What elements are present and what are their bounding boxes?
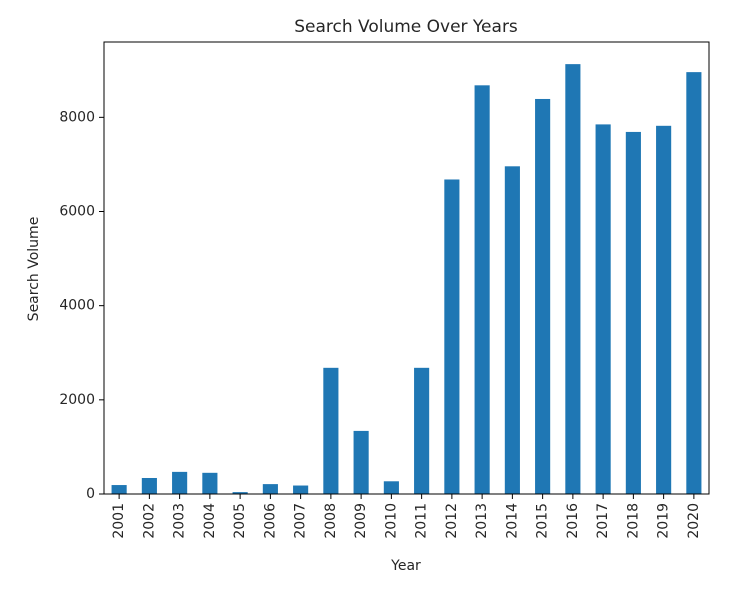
x-tick-label: 2011 (414, 503, 430, 539)
y-tick-label: 0 (86, 486, 95, 502)
x-tick-label: 2001 (111, 503, 127, 539)
bar-2018 (625, 131, 641, 494)
x-tick-label: 2017 (595, 503, 611, 539)
x-tick-label: 2015 (535, 503, 551, 539)
bar-2013 (474, 85, 490, 495)
x-tick-label: 2002 (141, 503, 157, 539)
x-tick-label: 2006 (262, 503, 278, 539)
y-tick-label: 2000 (59, 392, 95, 408)
plot-frame (103, 41, 710, 495)
y-axis-title: Search Volume (26, 217, 42, 322)
bar-2010 (383, 481, 399, 494)
x-tick-label: 2005 (232, 503, 248, 539)
x-tick-label: 2013 (474, 503, 490, 539)
x-axis-title: Year (390, 558, 421, 574)
bar-2005 (232, 492, 248, 494)
y-tick-label: 6000 (59, 204, 95, 220)
y-tick-label: 4000 (59, 298, 95, 314)
bar-series (111, 64, 702, 495)
x-tick-label: 2010 (383, 503, 399, 539)
bar-2003 (172, 471, 188, 494)
x-tick-label: 2009 (353, 503, 369, 539)
bar-2004 (202, 472, 218, 494)
x-tick-label: 2014 (504, 503, 520, 539)
bar-2001 (111, 485, 127, 494)
bar-2012 (444, 179, 460, 494)
x-tick-label: 2012 (444, 503, 460, 539)
bar-2016 (565, 64, 581, 495)
bar-2007 (293, 485, 309, 494)
x-tick-label: 2019 (656, 503, 672, 539)
bar-2008 (323, 367, 339, 494)
x-tick-label: 2003 (172, 503, 188, 539)
bar-2020 (686, 72, 702, 494)
bar-2019 (656, 125, 672, 494)
bar-2014 (504, 166, 520, 495)
x-tick-label: 2008 (323, 503, 339, 539)
y-axis-ticks: 0 2000 4000 6000 8000 (59, 109, 104, 502)
chart-title: Search Volume Over Years (294, 17, 518, 37)
x-tick-label: 2018 (625, 503, 641, 539)
x-axis-ticks: 2001 2002 2003 2004 2005 2006 2007 2008 2009 2010… (111, 494, 702, 539)
bar-2011 (414, 367, 430, 494)
bar-2015 (535, 98, 551, 495)
x-tick-label: 2004 (202, 503, 218, 539)
x-tick-label: 2016 (565, 503, 581, 539)
bar-2006 (262, 484, 278, 494)
y-tick-label: 8000 (59, 109, 95, 125)
x-tick-label: 2007 (293, 503, 309, 539)
bar-2002 (141, 477, 157, 494)
bar-2009 (353, 430, 369, 494)
x-tick-label: 2020 (686, 503, 702, 539)
bar-2017 (595, 124, 611, 494)
